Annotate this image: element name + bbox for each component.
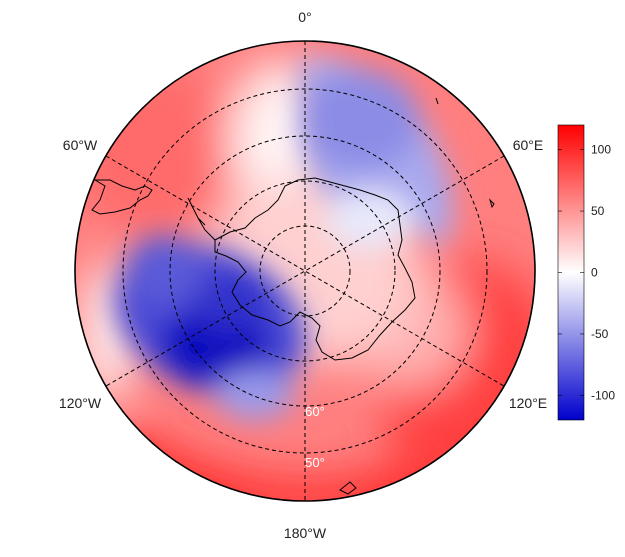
colorbar-ticks: 100 50 0 -50 -100	[558, 143, 615, 402]
south-america-tip	[91, 179, 153, 215]
lon-label-lower-left: 120°W	[59, 395, 102, 411]
latitude-labels: 60° 50°	[305, 404, 325, 470]
lon-label-top: 0°	[298, 9, 311, 25]
african-coast-fragment	[435, 97, 439, 105]
lat-label-60: 60°	[305, 404, 325, 419]
colorbar-tick-label: -100	[591, 388, 615, 402]
anomaly-field	[75, 41, 535, 501]
antarctic-peninsula	[187, 197, 216, 241]
new-zealand-fragment	[339, 481, 357, 495]
colorbar-gradient	[557, 124, 585, 421]
lon-label-upper-right: 60°E	[513, 137, 544, 153]
lon-label-lower-right: 120°E	[509, 395, 547, 411]
lat-label-50: 50°	[305, 455, 325, 470]
lon-label-bottom: 180°W	[284, 525, 327, 541]
coastline	[91, 97, 495, 495]
lon-label-upper-left: 60°W	[63, 137, 98, 153]
longitude-labels: 0° 60°W 60°E 120°W 120°E 180°W	[59, 9, 547, 541]
latitude-circle-50	[122, 88, 488, 454]
graticule	[105, 41, 505, 501]
island-east	[488, 198, 495, 209]
colorbar-tick-label: -50	[591, 327, 609, 341]
colorbar-tick-label: 50	[591, 204, 605, 218]
antarctica-coastline	[214, 177, 416, 361]
colorbar-tick-label: 100	[591, 143, 611, 157]
colorbar-tick-label: 0	[591, 266, 598, 280]
map-boundary	[74, 40, 536, 502]
colorbar: 100 50 0 -50 -100	[557, 124, 615, 421]
